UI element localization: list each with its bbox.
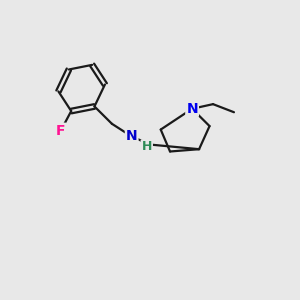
Text: N: N (186, 102, 198, 116)
Text: F: F (56, 124, 65, 138)
Text: N: N (126, 130, 137, 143)
Text: H: H (142, 140, 152, 153)
